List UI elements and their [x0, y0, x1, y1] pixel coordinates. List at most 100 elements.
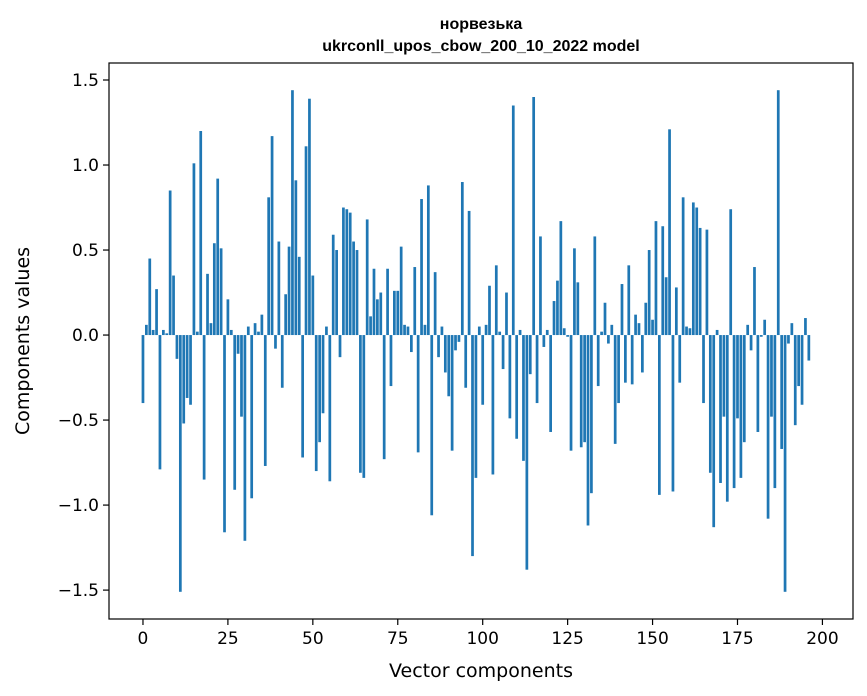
bar [270, 136, 274, 336]
bar [413, 267, 417, 336]
bar [372, 268, 376, 336]
bar [695, 207, 699, 336]
bar [756, 335, 760, 432]
bar [185, 335, 189, 398]
bar [141, 335, 145, 404]
bar [729, 209, 733, 336]
bar [508, 335, 512, 419]
bar [603, 302, 607, 336]
bar [257, 331, 260, 336]
bar [596, 335, 600, 387]
bar [243, 335, 247, 541]
bar [318, 335, 321, 443]
bar [576, 282, 580, 336]
bar [501, 335, 505, 370]
bar [613, 335, 617, 444]
bar [267, 197, 271, 336]
bar [410, 335, 413, 353]
bar [314, 335, 318, 472]
bar [661, 226, 665, 336]
bar [345, 209, 349, 336]
x-tick-label: 100 [466, 629, 498, 649]
x-axis-label: Vector components [389, 660, 573, 682]
bar [722, 335, 726, 417]
bar [545, 329, 549, 336]
bar [430, 335, 434, 516]
bar [182, 335, 186, 424]
bar [253, 323, 257, 336]
bar [450, 335, 454, 451]
bar [671, 335, 675, 492]
bar [297, 256, 301, 336]
bar [467, 210, 471, 336]
y-tick-label: −0.5 [58, 411, 99, 431]
bar [328, 335, 332, 482]
y-tick-label: −1.0 [58, 496, 99, 516]
bar [280, 335, 284, 388]
chart-title-line-2: ukrconll_upos_cbow_200_10_2022 model [322, 38, 639, 55]
bar [647, 250, 651, 336]
bar [447, 335, 451, 397]
y-axis-ticks: 1.5 1.0 0.5 0.0 −0.5 −1.0 −1.5 [58, 71, 109, 601]
bar [209, 323, 213, 336]
bar [542, 335, 546, 347]
bar [787, 335, 790, 344]
bar [457, 335, 461, 342]
bar [654, 221, 658, 336]
bar [148, 258, 152, 336]
bar [342, 207, 345, 336]
bar [250, 335, 254, 499]
bar [403, 324, 406, 336]
y-tick-label: 1.5 [72, 71, 99, 91]
bar [641, 335, 644, 373]
bar [420, 199, 423, 336]
bar [348, 212, 352, 336]
bar [223, 335, 226, 533]
bar [607, 335, 610, 344]
bar [518, 329, 522, 336]
y-axis-label: Components values [12, 247, 34, 435]
bar [491, 335, 495, 475]
bar [522, 335, 525, 461]
x-tick-label: 150 [636, 629, 668, 649]
bar [263, 335, 267, 466]
bar [705, 229, 709, 336]
bar [284, 294, 288, 336]
bar [199, 131, 203, 336]
bar [481, 335, 485, 405]
bar [301, 335, 304, 458]
bar [712, 335, 716, 528]
bar [474, 335, 478, 478]
bar [562, 328, 566, 336]
bar [746, 324, 750, 336]
bar [321, 335, 325, 414]
bar [260, 314, 264, 336]
bar [634, 314, 637, 336]
bar [178, 335, 182, 592]
bar [352, 241, 355, 336]
bar [539, 236, 542, 336]
bar [627, 265, 631, 336]
bar [294, 180, 298, 336]
bar [593, 236, 597, 336]
x-tick-label: 125 [551, 629, 583, 649]
bar [440, 326, 444, 336]
bar [202, 335, 206, 480]
bar [763, 319, 767, 336]
x-tick-label: 200 [806, 629, 838, 649]
bar [559, 221, 563, 336]
bar [484, 324, 488, 336]
bar [172, 275, 175, 336]
bar [644, 302, 648, 336]
bar [753, 267, 756, 336]
y-tick-label: −1.5 [58, 581, 99, 601]
bar [776, 90, 780, 336]
bar [287, 246, 291, 336]
bar [515, 335, 519, 439]
bar [637, 323, 641, 336]
x-tick-label: 0 [138, 629, 149, 649]
bar [325, 326, 328, 336]
bar [168, 190, 172, 336]
bar [423, 324, 427, 336]
plot-area-frame [108, 62, 854, 620]
